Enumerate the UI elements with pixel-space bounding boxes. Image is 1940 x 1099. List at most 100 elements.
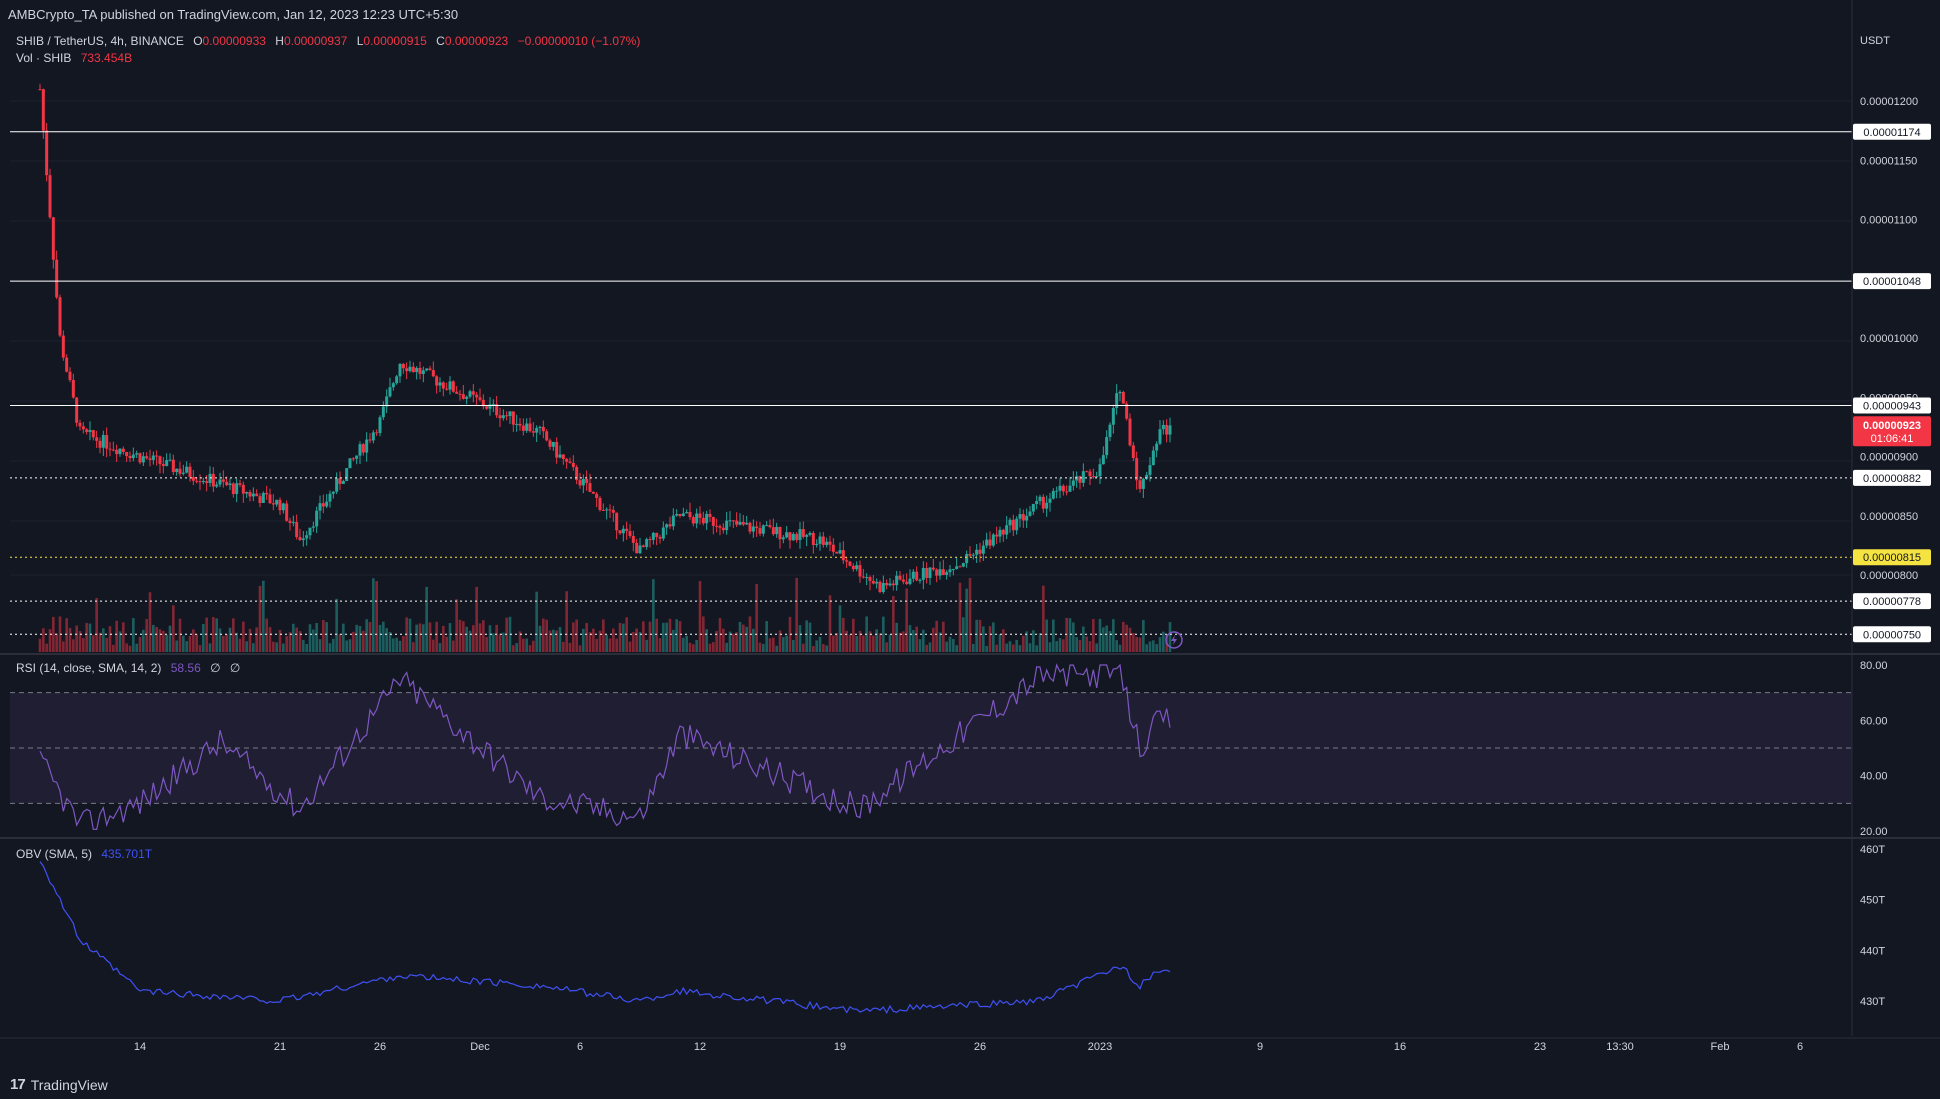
obv-legend[interactable]: OBV (SMA, 5) 435.701T [16, 847, 152, 861]
candle-body [558, 454, 562, 458]
volume-bar [1055, 641, 1058, 652]
volume-bar [1032, 630, 1035, 652]
level-tag-label: 0.00000750 [1863, 629, 1921, 641]
volume-bar [1138, 637, 1142, 652]
volume-bar [95, 597, 98, 652]
candle-body [885, 582, 889, 586]
volume-bar [1002, 629, 1005, 652]
candle-body [988, 539, 992, 546]
obv-axis[interactable]: 460T 450T 440T 430T [1860, 844, 1885, 1008]
time-axis[interactable]: 14 21 26 Dec 6 12 19 26 2023 9 16 23 13:30 Feb 6 [134, 1041, 1803, 1053]
candlestick-series[interactable] [38, 83, 1172, 594]
volume-legend[interactable]: Vol · SHIB 733.454B [16, 51, 132, 65]
horizontal-levels[interactable] [10, 131, 1852, 635]
candle-body [1058, 485, 1062, 491]
rsi-axis[interactable]: 80.00 60.00 40.00 20.00 [1860, 660, 1888, 838]
volume-bar [715, 631, 718, 652]
candle-body [808, 533, 812, 535]
volume-bar [468, 630, 472, 652]
volume-bar [1022, 635, 1025, 652]
candle-body [338, 478, 342, 484]
level-tag-label: 0.00000815 [1863, 552, 1921, 564]
candle-body [1115, 393, 1119, 409]
candle-body [785, 532, 789, 538]
main-legend[interactable]: SHIB / TetherUS, 4h, BINANCE O0.00000933… [16, 34, 640, 48]
volume-bar [452, 640, 455, 652]
volume-bar [318, 639, 322, 652]
volume-bar [235, 632, 238, 652]
price-axis[interactable]: USDT 0.00001200 0.00001150 0.00001100 0.0000… [1860, 35, 1918, 582]
candle-body [501, 415, 505, 419]
volume-bar [1155, 644, 1158, 652]
volume-bar [568, 642, 572, 652]
volume-bar [515, 643, 518, 652]
volume-bar [378, 624, 382, 652]
volume-bar [1075, 637, 1078, 652]
candle-body [878, 581, 882, 592]
candle-body [1118, 391, 1122, 394]
volume-bar [115, 620, 118, 652]
volume-bar [585, 622, 588, 652]
volume-bar [72, 639, 75, 652]
obv-tick: 430T [1860, 996, 1885, 1008]
candle-body [405, 368, 409, 372]
volume-bar [228, 627, 232, 652]
volume-bar [1115, 640, 1118, 652]
rsi-legend[interactable]: RSI (14, close, SMA, 14, 2) 58.56 ∅ ∅ [16, 661, 240, 675]
volume-bar [908, 625, 912, 652]
candle-body [661, 527, 665, 539]
candle-body [655, 532, 659, 538]
volume-bar [898, 632, 902, 652]
level-tag-bg [1853, 397, 1931, 414]
candle-body [841, 550, 845, 561]
candle-body [1095, 476, 1099, 478]
lightning-icon[interactable] [1165, 631, 1183, 649]
rsi-label: RSI (14, close, SMA, 14, 2) [16, 661, 162, 675]
volume-bar [528, 645, 532, 652]
volume-bar [265, 618, 268, 652]
time-tick: 6 [1797, 1041, 1803, 1053]
volume-bar [1068, 618, 1072, 652]
candle-body [495, 404, 499, 416]
volume-bar [682, 637, 685, 652]
symbol-title[interactable]: SHIB / TetherUS, 4h, BINANCE [16, 34, 184, 48]
volume-bar [692, 644, 695, 652]
candle-body [341, 481, 345, 484]
high-value: 0.00000937 [283, 34, 348, 48]
candle-body [968, 554, 972, 556]
volume-bar [85, 623, 88, 652]
candle-body [301, 538, 305, 541]
tradingview-brand[interactable]: 17 TradingView [10, 1076, 108, 1093]
volume-bar [832, 635, 835, 652]
candle-body [1105, 437, 1109, 456]
volume-bar [782, 637, 785, 652]
volume-bar [1038, 633, 1042, 652]
candle-body [295, 522, 299, 538]
candle-body [831, 544, 835, 552]
candle-body [918, 579, 922, 581]
candle-body [238, 483, 242, 485]
volume-bar [752, 628, 755, 652]
volume-bar [292, 623, 295, 652]
candle-body [1028, 511, 1032, 516]
candle-body [605, 509, 609, 511]
candle-body [1158, 429, 1162, 444]
volume-bar [415, 624, 418, 652]
volume-bar [315, 623, 318, 652]
level-tag-label: 0.00000778 [1863, 596, 1921, 608]
volume-bar [768, 638, 772, 652]
pane-dividers[interactable] [0, 0, 1940, 1039]
candle-body [735, 520, 739, 525]
candle-body [51, 217, 55, 260]
volume-bar [368, 622, 372, 652]
obv-line [39, 861, 1171, 1015]
candle-body [525, 423, 529, 431]
level-tag-bg [1853, 593, 1931, 610]
volume-bar [845, 630, 848, 652]
candle-body [991, 534, 995, 546]
candle-body [288, 520, 292, 523]
time-tick: 19 [834, 1041, 846, 1053]
candle-body [511, 411, 515, 425]
volume-bar [915, 626, 918, 652]
